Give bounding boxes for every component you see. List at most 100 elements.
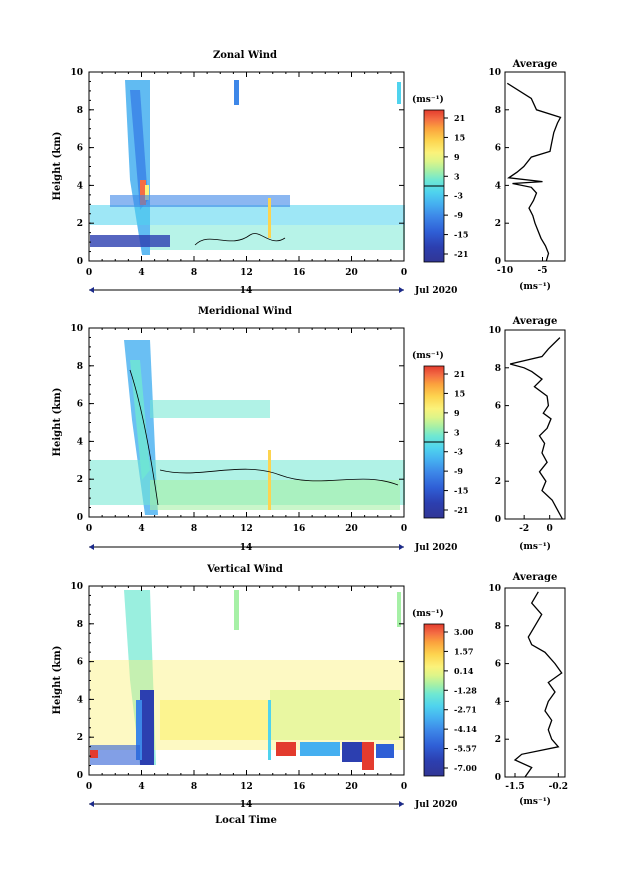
- heatmap-region: [90, 205, 405, 225]
- y-tick-label: 4: [77, 181, 83, 191]
- x-axis-ticks: 0 4 8 12 16 20 0: [86, 72, 407, 278]
- heatmap-region: [397, 82, 401, 104]
- heatmap-region: [397, 592, 401, 627]
- y-tick-label: 0: [77, 513, 83, 523]
- y-tick-label: 2: [77, 475, 83, 485]
- colorbar-tick-label: 3.00: [454, 627, 474, 637]
- average-y-tick-label: 2: [495, 735, 501, 745]
- colorbar-tick-label: 3: [454, 171, 460, 181]
- x-tick-label: 0: [401, 268, 407, 278]
- x-tick-label: 20: [345, 524, 358, 534]
- y-tick-label: 4: [77, 695, 83, 705]
- date-axis-left-arrow: [89, 801, 94, 807]
- average-frame: [504, 329, 566, 520]
- colorbar-tick-label: 1.57: [454, 646, 473, 656]
- heatmap-region: [140, 690, 154, 765]
- heatmap-region: [140, 180, 146, 205]
- average-profile: 0 2 4 6 8 10 -10 -5: [488, 68, 562, 276]
- date-label-day: 14: [240, 286, 253, 296]
- colorbar-tick-label: -3: [454, 191, 463, 201]
- x-axis-ticks: 0 4 8 12 16 20 0: [86, 328, 407, 534]
- x-tick-label: 0: [86, 782, 92, 792]
- colorbar-tick-label: 21: [454, 113, 465, 123]
- colorbar-tick-label: 9: [454, 408, 460, 418]
- x-tick-label: 16: [293, 524, 306, 534]
- average-x-tick-label: -2: [519, 524, 529, 534]
- average-y-tick-label: 10: [488, 584, 501, 594]
- average-y-tick-label: 4: [495, 181, 501, 191]
- average-title: Average: [512, 572, 558, 583]
- heatmap-region: [234, 80, 239, 105]
- heatmap-region: [362, 742, 374, 770]
- colorbar-tick-label: -1.28: [454, 685, 477, 695]
- heatmap-region: [90, 235, 170, 247]
- colorbar-tick-label: -2.71: [454, 705, 477, 715]
- average-title: Average: [512, 316, 558, 327]
- date-axis-right-arrow: [399, 544, 404, 550]
- heatmap-region: [268, 450, 271, 510]
- date-axis-left-arrow: [89, 544, 94, 550]
- y-tick-label: 8: [77, 106, 83, 116]
- x-tick-label: 8: [191, 524, 197, 534]
- average-profile-line: [513, 591, 563, 778]
- heatmap-region: [145, 185, 149, 200]
- average-frame: [504, 587, 566, 778]
- colorbar-tick-label: -7.00: [454, 763, 477, 773]
- colorbar-tick-label: -9: [454, 210, 463, 220]
- average-profile-line: [506, 82, 562, 262]
- x-axis-label-local-time: Local Time: [215, 815, 277, 826]
- average-profile: 0 2 4 6 8 10 -1.5 -0.2: [488, 584, 568, 792]
- date-label-day: 14: [240, 800, 253, 810]
- colorbar-ticks: 21 15 9 3 -3 -9 -15 -21: [444, 113, 468, 259]
- average-y-tick-label: 0: [495, 257, 501, 267]
- x-tick-label: 12: [240, 268, 253, 278]
- x-tick-label: 20: [345, 782, 358, 792]
- colorbar-tick-label: -4.14: [454, 724, 477, 734]
- heatmap-region: [160, 700, 270, 740]
- colorbar-tick-label: 15: [454, 388, 465, 398]
- average-y-tick-label: 8: [495, 622, 501, 632]
- average-profile: 0 2 4 6 8 10 -2 0: [488, 326, 563, 534]
- heatmap-region: [268, 700, 271, 760]
- average-x-tick-label: -5: [538, 266, 548, 276]
- heatmap-region: [300, 742, 340, 756]
- heatmap-region: [150, 480, 400, 510]
- date-axis-left-arrow: [89, 287, 94, 293]
- heatmap-region: [268, 198, 271, 238]
- x-tick-label: 16: [293, 268, 306, 278]
- average-xlabel: (ms⁻¹): [519, 541, 551, 552]
- heatmap-region: [110, 195, 290, 207]
- contour-line: [129, 369, 399, 506]
- y-axis-ticks: 0 2 4 6 8 10: [70, 582, 404, 781]
- average-y-tick-label: 0: [495, 515, 501, 525]
- average-title: Average: [512, 59, 558, 70]
- average-x-tick-label: -0.2: [549, 782, 568, 792]
- y-tick-label: 8: [77, 620, 83, 630]
- colorbar-ticks: 3.00 1.57 0.14 -1.28 -2.71 -4.14 -5.57 -7.00: [444, 627, 477, 773]
- y-tick-label: 6: [77, 144, 83, 154]
- x-tick-label: 4: [138, 268, 144, 278]
- x-tick-label: 8: [191, 268, 197, 278]
- y-tick-label: 0: [77, 771, 83, 781]
- x-tick-label: 0: [86, 524, 92, 534]
- x-tick-label: 4: [138, 782, 144, 792]
- average-x-tick-label: 0: [547, 524, 553, 534]
- x-tick-label: 12: [240, 524, 253, 534]
- average-y-tick-label: 10: [488, 68, 501, 78]
- heatmap-region: [90, 750, 98, 758]
- heatmap-region: [276, 742, 296, 756]
- panel-title: Zonal Wind: [213, 50, 277, 61]
- y-tick-label: 6: [77, 658, 83, 668]
- colorbar: [423, 623, 445, 777]
- colorbar-tick-label: -21: [454, 249, 468, 259]
- average-x-tick-label: -10: [497, 266, 513, 276]
- heatmap-zonal: [90, 80, 405, 255]
- date-label-month: Jul 2020: [414, 543, 457, 553]
- y-tick-label: 8: [77, 362, 83, 372]
- heatmap-region: [150, 400, 270, 418]
- y-axis-ticks: 0 2 4 6 8 10: [70, 324, 404, 523]
- y-tick-label: 2: [77, 219, 83, 229]
